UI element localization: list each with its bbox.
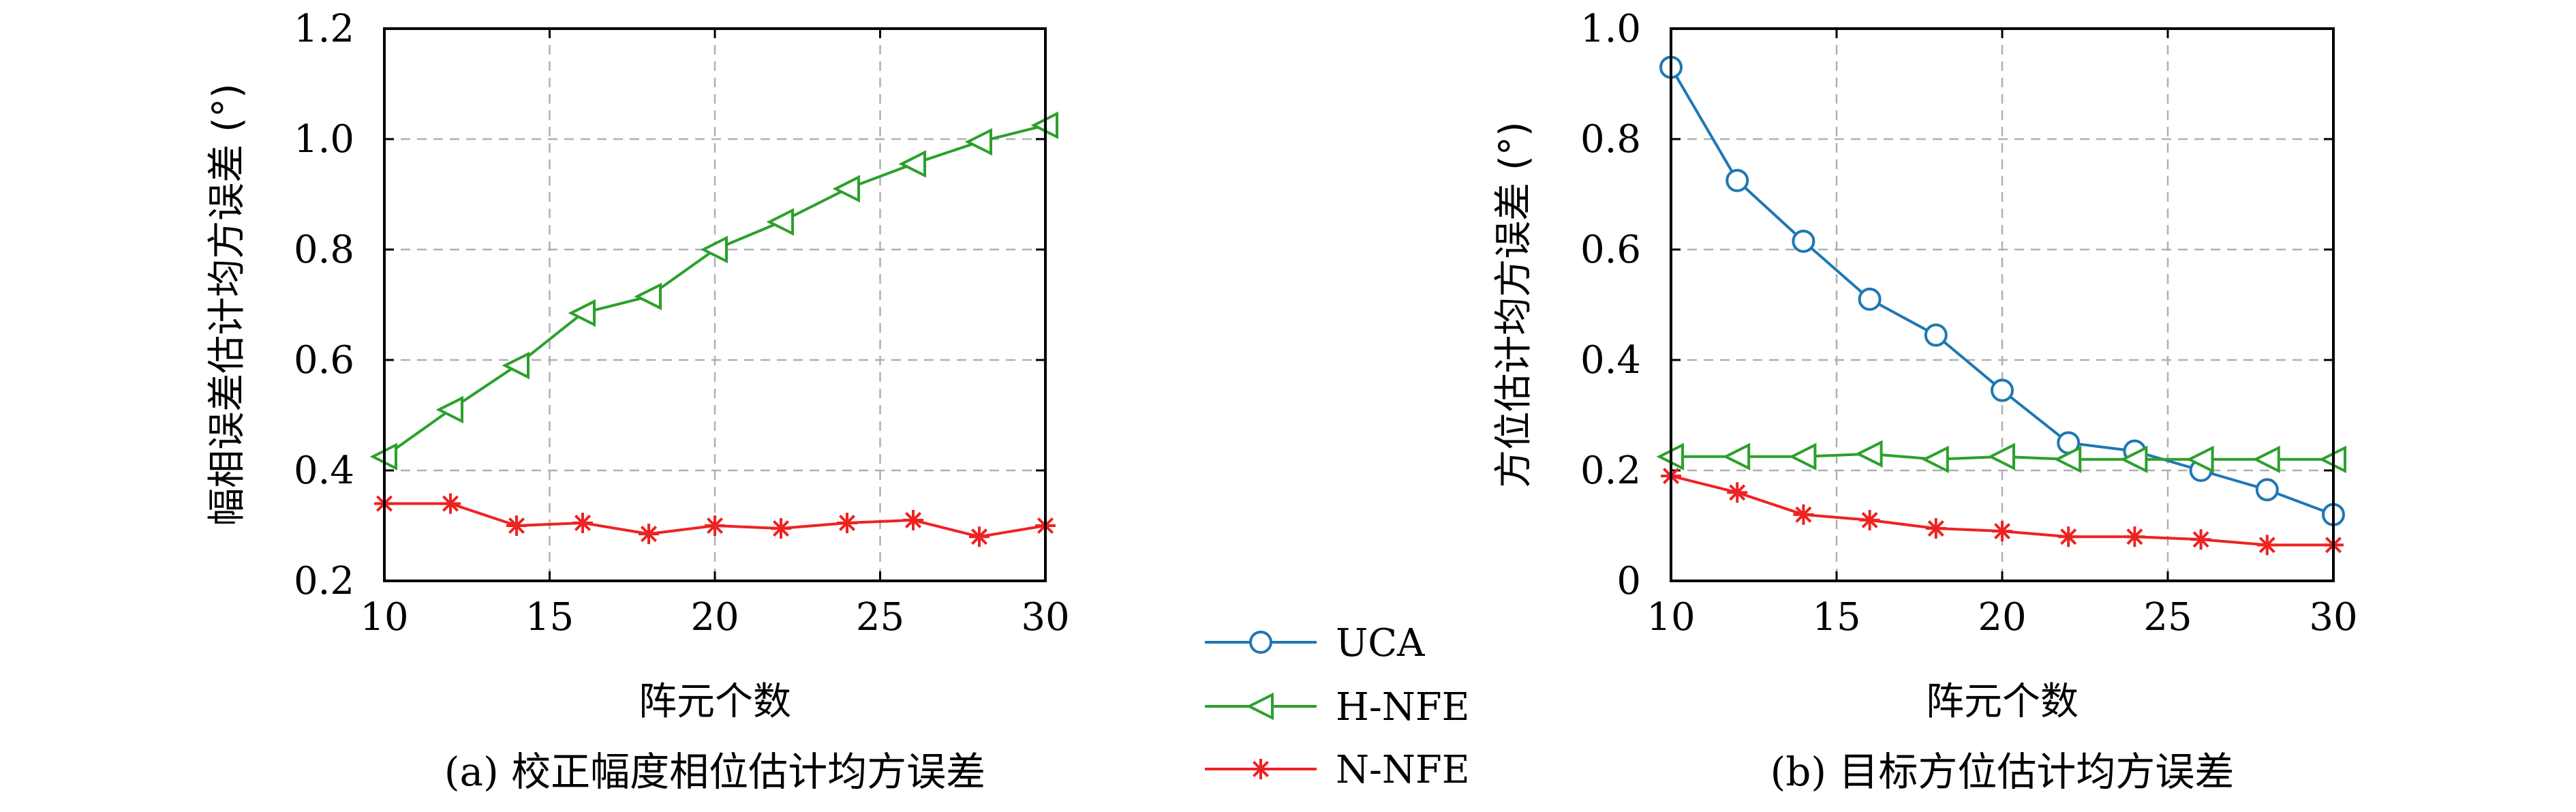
data-point-n-nfe bbox=[969, 526, 990, 547]
legend-label-h-nfe: H-NFE bbox=[1336, 685, 1470, 730]
data-point-n-nfe bbox=[2190, 529, 2211, 550]
y-tick-label: 1.0 bbox=[1580, 7, 1641, 51]
x-axis-label: 阵元个数 bbox=[639, 680, 791, 724]
data-point-n-nfe bbox=[506, 515, 527, 536]
y-tick-label: 0.6 bbox=[1580, 228, 1641, 272]
legend-marker-n-nfe bbox=[1251, 759, 1271, 779]
data-point-n-nfe bbox=[639, 524, 659, 545]
legend-label-n-nfe: N-NFE bbox=[1336, 748, 1470, 792]
legend-label-uca: UCA bbox=[1336, 621, 1425, 665]
y-tick-label: 1.0 bbox=[294, 117, 354, 162]
chart-panel-2: 10 15 20 25 30 0 0.2 0.4 0.6 0.8 1.0 阵元个数 方位估计均方误差 (… bbox=[1492, 7, 2358, 795]
data-point-h-nfe bbox=[2252, 445, 2280, 474]
plot-frame bbox=[383, 27, 1047, 582]
data-point-n-nfe bbox=[1859, 509, 1880, 530]
data-point-h-nfe bbox=[898, 150, 926, 178]
data-point-n-nfe bbox=[1793, 504, 1814, 525]
x-axis-label: 阵元个数 bbox=[1926, 680, 2079, 724]
panel-caption: (b) 目标方位估计均方误差 bbox=[1770, 749, 2235, 795]
x-tick-label: 10 bbox=[360, 595, 408, 640]
data-point-n-nfe bbox=[572, 512, 593, 533]
legend: UCA H-NFE N-NFE bbox=[1205, 621, 1470, 792]
data-point-h-nfe bbox=[568, 299, 596, 327]
x-tick-label: 15 bbox=[525, 595, 574, 640]
data-point-n-nfe bbox=[705, 515, 725, 536]
x-tick-label: 20 bbox=[690, 595, 739, 640]
data-point-uca bbox=[1924, 323, 1948, 347]
data-point-n-nfe bbox=[440, 493, 461, 514]
legend-marker-h-nfe bbox=[1246, 692, 1274, 721]
y-tick-label: 0.2 bbox=[1580, 449, 1641, 493]
data-point-h-nfe bbox=[1722, 442, 1751, 470]
data-point-uca bbox=[1726, 168, 1749, 192]
y-tick-label: 0.6 bbox=[294, 338, 354, 382]
data-point-n-nfe bbox=[2124, 526, 2145, 547]
x-tick-label: 30 bbox=[1021, 595, 1069, 640]
y-tick-label: 0.4 bbox=[1580, 338, 1641, 382]
x-tick-label: 25 bbox=[856, 595, 904, 640]
x-tick-label: 30 bbox=[2309, 595, 2357, 640]
data-point-uca bbox=[1792, 229, 1815, 253]
x-tick-label: 15 bbox=[1812, 595, 1860, 640]
y-tick-label: 0.8 bbox=[294, 228, 354, 272]
y-tick-label: 1.2 bbox=[294, 7, 354, 51]
data-point-h-nfe bbox=[435, 395, 463, 424]
y-tick-label: 0.4 bbox=[294, 449, 354, 493]
data-point-uca bbox=[1858, 287, 1882, 311]
plot-frame bbox=[1670, 27, 2335, 582]
data-point-n-nfe bbox=[1992, 521, 2012, 542]
y-tick-label: 0.2 bbox=[294, 559, 354, 603]
data-point-h-nfe bbox=[1855, 440, 1883, 468]
data-point-h-nfe bbox=[502, 351, 530, 380]
data-point-h-nfe bbox=[700, 235, 728, 264]
data-point-h-nfe bbox=[766, 208, 794, 236]
y-axis-label: 方位估计均方误差 (°) bbox=[1492, 121, 1536, 488]
data-point-n-nfe bbox=[1925, 518, 1946, 539]
legend-marker-uca bbox=[1249, 631, 1272, 654]
data-point-h-nfe bbox=[1987, 442, 2015, 470]
y-tick-label: 0.8 bbox=[1580, 117, 1641, 162]
x-tick-label: 25 bbox=[2143, 595, 2192, 640]
data-point-uca bbox=[2255, 478, 2279, 502]
data-point-h-nfe bbox=[2186, 445, 2214, 474]
data-point-n-nfe bbox=[903, 509, 923, 530]
data-point-uca bbox=[1991, 378, 2014, 402]
chart-panel-1: 10 15 20 25 30 0.2 0.4 0.6 0.8 1.0 1.2 阵元个数 幅相误差估计均方… bbox=[205, 7, 1070, 795]
data-point-h-nfe bbox=[2053, 445, 2082, 474]
data-point-h-nfe bbox=[634, 282, 662, 311]
x-tick-label: 10 bbox=[1646, 595, 1695, 640]
y-axis-label: 幅相误差估计均方误差 (°) bbox=[205, 83, 249, 526]
x-tick-label: 20 bbox=[1978, 595, 2026, 640]
data-point-n-nfe bbox=[2256, 535, 2278, 556]
data-point-h-nfe bbox=[1921, 445, 1949, 474]
data-point-n-nfe bbox=[2058, 526, 2079, 547]
data-point-h-nfe bbox=[1788, 442, 1817, 470]
data-point-n-nfe bbox=[837, 512, 857, 533]
data-point-h-nfe bbox=[964, 127, 992, 156]
y-tick-label: 0 bbox=[1616, 559, 1641, 603]
data-point-h-nfe bbox=[832, 175, 860, 203]
data-point-h-nfe bbox=[2119, 445, 2148, 474]
data-point-n-nfe bbox=[1727, 482, 1748, 503]
panel-caption: (a) 校正幅度相位估计均方误差 bbox=[444, 749, 985, 795]
data-point-n-nfe bbox=[771, 518, 791, 539]
